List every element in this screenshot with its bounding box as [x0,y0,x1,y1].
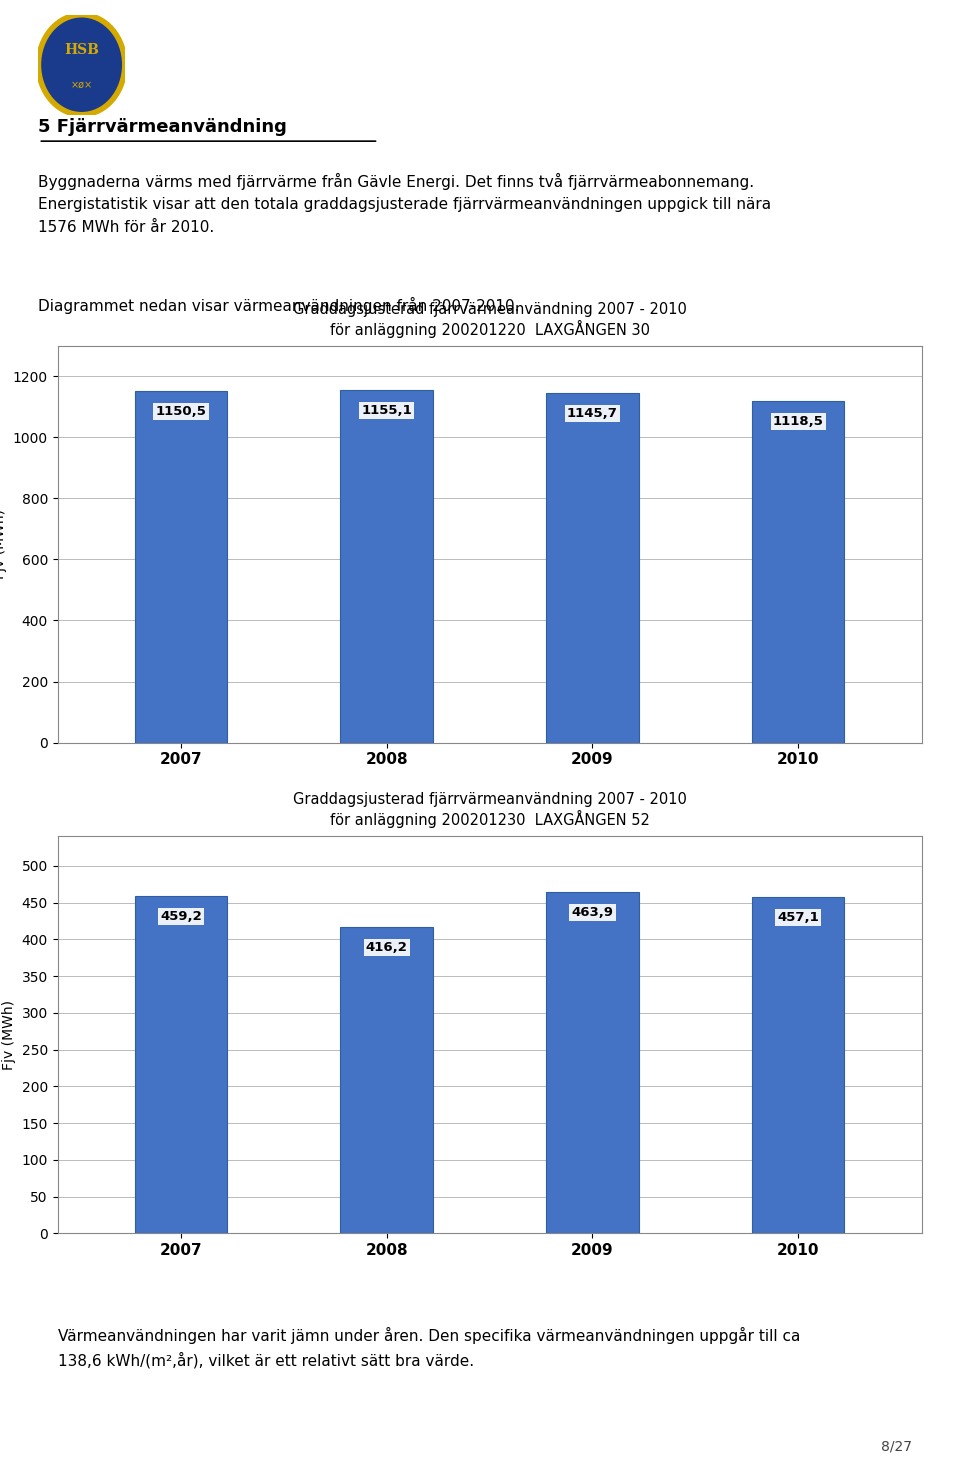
Text: Byggnaderna värms med fjärrvärme från Gävle Energi. Det finns två fjärrvärmeabon: Byggnaderna värms med fjärrvärme från Gä… [38,174,772,234]
Text: 5 Fjärrvärmeanvändning: 5 Fjärrvärmeanvändning [38,118,287,135]
Ellipse shape [38,15,125,115]
Text: HSB: HSB [64,43,99,57]
Y-axis label: Fjv (MWh): Fjv (MWh) [0,509,7,580]
Text: 457,1: 457,1 [778,911,819,924]
Bar [341,927,433,1233]
Text: 1118,5: 1118,5 [773,415,824,428]
Title: Graddagsjusterad fjärrvärmeanvändning 2007 - 2010
för anläggning 200201220  LAXG: Graddagsjusterad fjärrvärmeanvändning 20… [293,302,686,337]
Bar [134,896,228,1233]
Y-axis label: Fjv (MWh): Fjv (MWh) [2,1000,16,1069]
Text: 1150,5: 1150,5 [156,405,206,418]
Text: 8/27: 8/27 [881,1439,912,1453]
Bar [341,390,433,743]
Text: 416,2: 416,2 [366,941,408,955]
Bar [752,402,845,743]
Title: Graddagsjusterad fjärrvärmeanvändning 2007 - 2010
för anläggning 200201230  LAXG: Graddagsjusterad fjärrvärmeanvändning 20… [293,793,686,828]
Text: 1145,7: 1145,7 [567,406,618,419]
Text: 459,2: 459,2 [160,909,202,922]
Text: 463,9: 463,9 [571,906,613,919]
Text: 1155,1: 1155,1 [361,405,412,416]
Bar [546,893,638,1233]
Text: Diagrammet nedan visar värmeanvändningen från 2007-2010.: Diagrammet nedan visar värmeanvändningen… [38,297,520,313]
Text: Värmeanvändningen har varit jämn under åren. Den specifika värmeanvändningen upp: Värmeanvändningen har varit jämn under å… [58,1327,800,1368]
Bar [752,897,845,1233]
Text: ×ø×: ×ø× [70,79,93,90]
Bar [546,393,638,743]
Bar [134,391,228,743]
